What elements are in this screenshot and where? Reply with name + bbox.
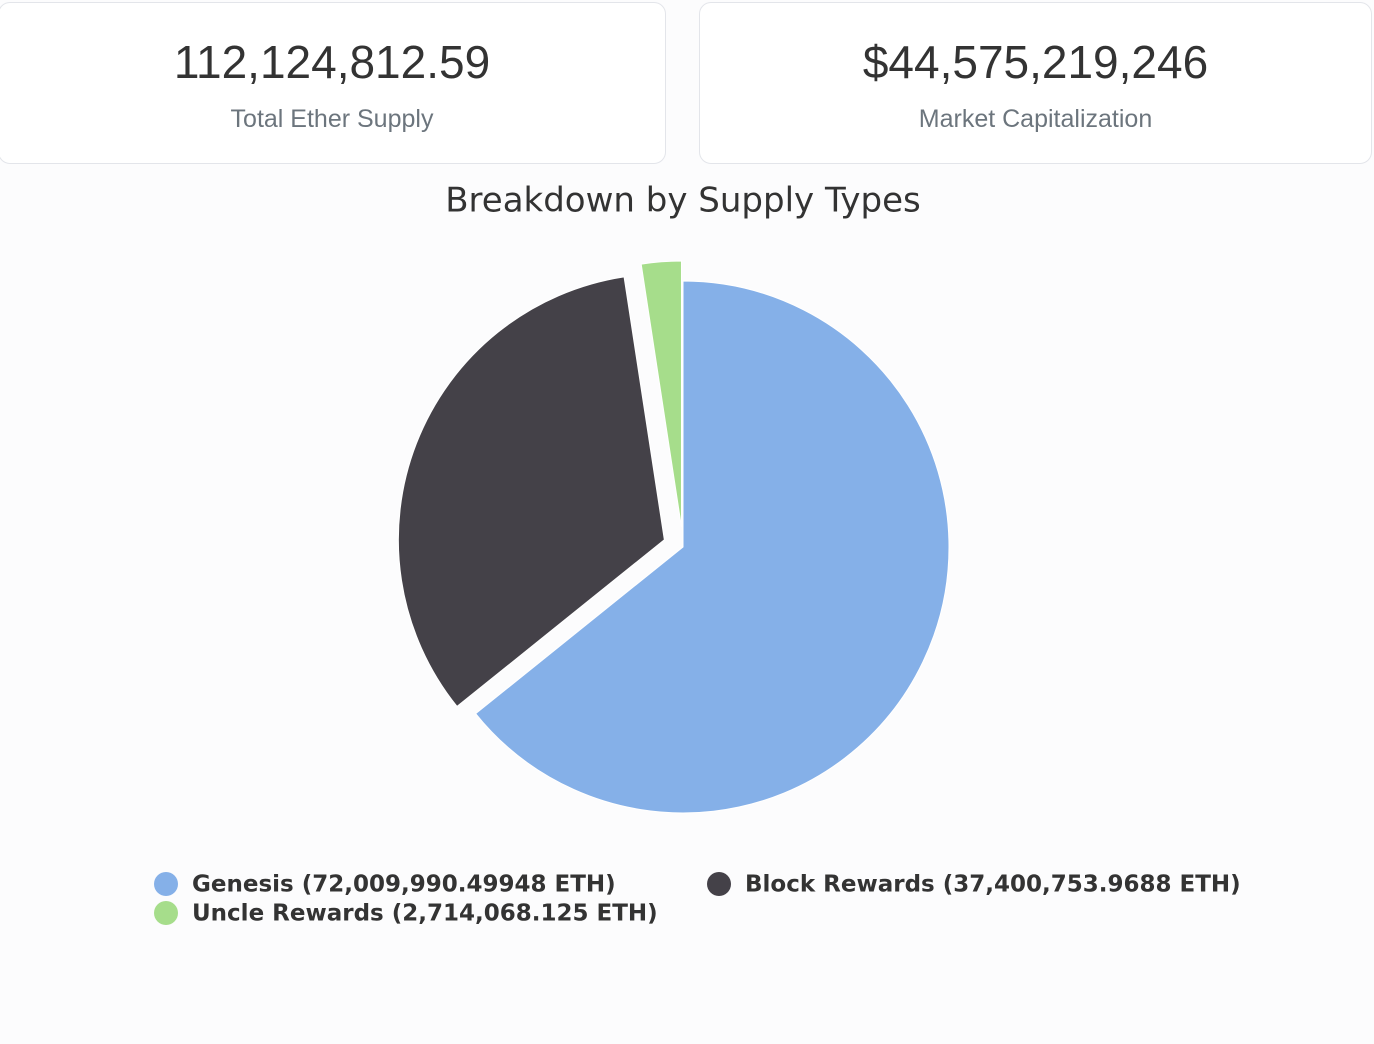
legend-marker [154,901,178,925]
stat-value: 112,124,812.59 [173,36,491,88]
stat-card: 112,124,812.59 Total Ether Supply [0,2,666,164]
legend-marker [154,872,178,896]
legend-marker [707,872,731,896]
stat-card: $44,575,219,246 Market Capitalization [699,2,1372,164]
pie-slice [474,280,950,814]
legend-label: Block Rewards (37,400,753.9688 ETH) [745,872,1241,898]
stat-label: Market Capitalization [918,105,1153,133]
pie-slice [640,260,682,528]
stat-value: $44,575,219,246 [862,36,1209,88]
chart-title: Breakdown by Supply Types [445,181,921,221]
pie-slice [397,276,665,708]
legend-label: Genesis (72,009,990.49948 ETH) [192,872,616,898]
chart: Breakdown by Supply Types Genesis (72,00… [154,181,1241,927]
legend-label: Uncle Rewards (2,714,068.125 ETH) [192,901,658,927]
stat-label: Total Ether Supply [230,105,434,133]
